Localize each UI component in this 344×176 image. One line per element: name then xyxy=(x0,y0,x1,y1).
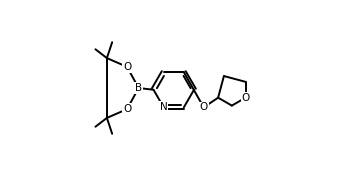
Text: O: O xyxy=(241,93,250,103)
Text: O: O xyxy=(123,104,131,114)
Text: B: B xyxy=(135,83,142,93)
Text: N: N xyxy=(160,102,168,112)
Text: O: O xyxy=(123,62,131,72)
Text: O: O xyxy=(200,102,208,112)
